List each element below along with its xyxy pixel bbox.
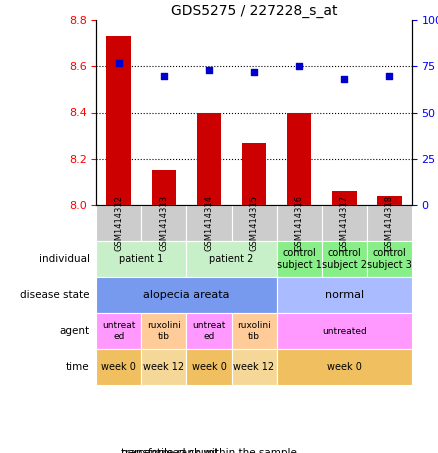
Text: week 0: week 0: [191, 362, 226, 372]
Bar: [232, 349, 276, 385]
Bar: [96, 313, 141, 349]
Text: time: time: [66, 362, 90, 372]
Bar: [377, 196, 402, 205]
Bar: [321, 205, 367, 241]
Bar: [96, 205, 141, 241]
Text: ruxolini
tib: ruxolini tib: [147, 321, 181, 341]
Point: [115, 59, 122, 66]
Bar: [276, 241, 321, 277]
Text: individual: individual: [39, 254, 90, 264]
Text: control
subject 3: control subject 3: [367, 248, 412, 270]
Bar: [187, 241, 276, 277]
Bar: [96, 349, 141, 385]
Text: disease state: disease state: [20, 290, 90, 300]
Point: [251, 68, 258, 75]
Text: untreated: untreated: [322, 327, 367, 336]
Bar: [141, 313, 187, 349]
Bar: [232, 205, 276, 241]
Text: week 0: week 0: [327, 362, 362, 372]
Text: agent: agent: [60, 326, 90, 336]
Bar: [96, 277, 276, 313]
Text: ruxolini
tib: ruxolini tib: [237, 321, 271, 341]
Text: untreat
ed: untreat ed: [192, 321, 226, 341]
Text: GSM1414312: GSM1414312: [114, 195, 124, 251]
Bar: [276, 313, 412, 349]
Bar: [332, 191, 357, 205]
Text: GSM1414316: GSM1414316: [295, 195, 304, 251]
Text: control
subject 2: control subject 2: [321, 248, 367, 270]
Bar: [152, 170, 177, 205]
Bar: [367, 205, 412, 241]
Text: patient 1: patient 1: [119, 254, 163, 264]
Text: GSM1414313: GSM1414313: [159, 195, 169, 251]
Text: GSM1414314: GSM1414314: [205, 195, 213, 251]
Bar: [287, 112, 311, 205]
Point: [341, 76, 348, 83]
Text: week 0: week 0: [102, 362, 136, 372]
Bar: [276, 205, 321, 241]
Text: week 12: week 12: [143, 362, 184, 372]
Bar: [141, 205, 187, 241]
Text: week 12: week 12: [233, 362, 275, 372]
Point: [296, 63, 303, 70]
Point: [160, 72, 167, 79]
Text: transformed count: transformed count: [121, 448, 219, 453]
Bar: [187, 349, 232, 385]
Text: GSM1414315: GSM1414315: [250, 195, 258, 251]
Bar: [321, 241, 367, 277]
Bar: [106, 36, 131, 205]
Point: [386, 72, 393, 79]
Bar: [187, 205, 232, 241]
Text: alopecia areata: alopecia areata: [143, 290, 230, 300]
Bar: [276, 277, 412, 313]
Title: GDS5275 / 227228_s_at: GDS5275 / 227228_s_at: [171, 4, 337, 18]
Bar: [242, 143, 266, 205]
Bar: [232, 313, 276, 349]
Point: [205, 66, 212, 73]
Text: untreat
ed: untreat ed: [102, 321, 136, 341]
Bar: [197, 112, 221, 205]
Bar: [276, 349, 412, 385]
Text: GSM1414318: GSM1414318: [385, 195, 394, 251]
Bar: [187, 313, 232, 349]
Text: control
subject 1: control subject 1: [277, 248, 321, 270]
Bar: [96, 241, 187, 277]
Text: patient 2: patient 2: [209, 254, 254, 264]
Text: percentile rank within the sample: percentile rank within the sample: [121, 448, 297, 453]
Text: normal: normal: [325, 290, 364, 300]
Text: GSM1414317: GSM1414317: [339, 195, 349, 251]
Bar: [141, 349, 187, 385]
Bar: [367, 241, 412, 277]
